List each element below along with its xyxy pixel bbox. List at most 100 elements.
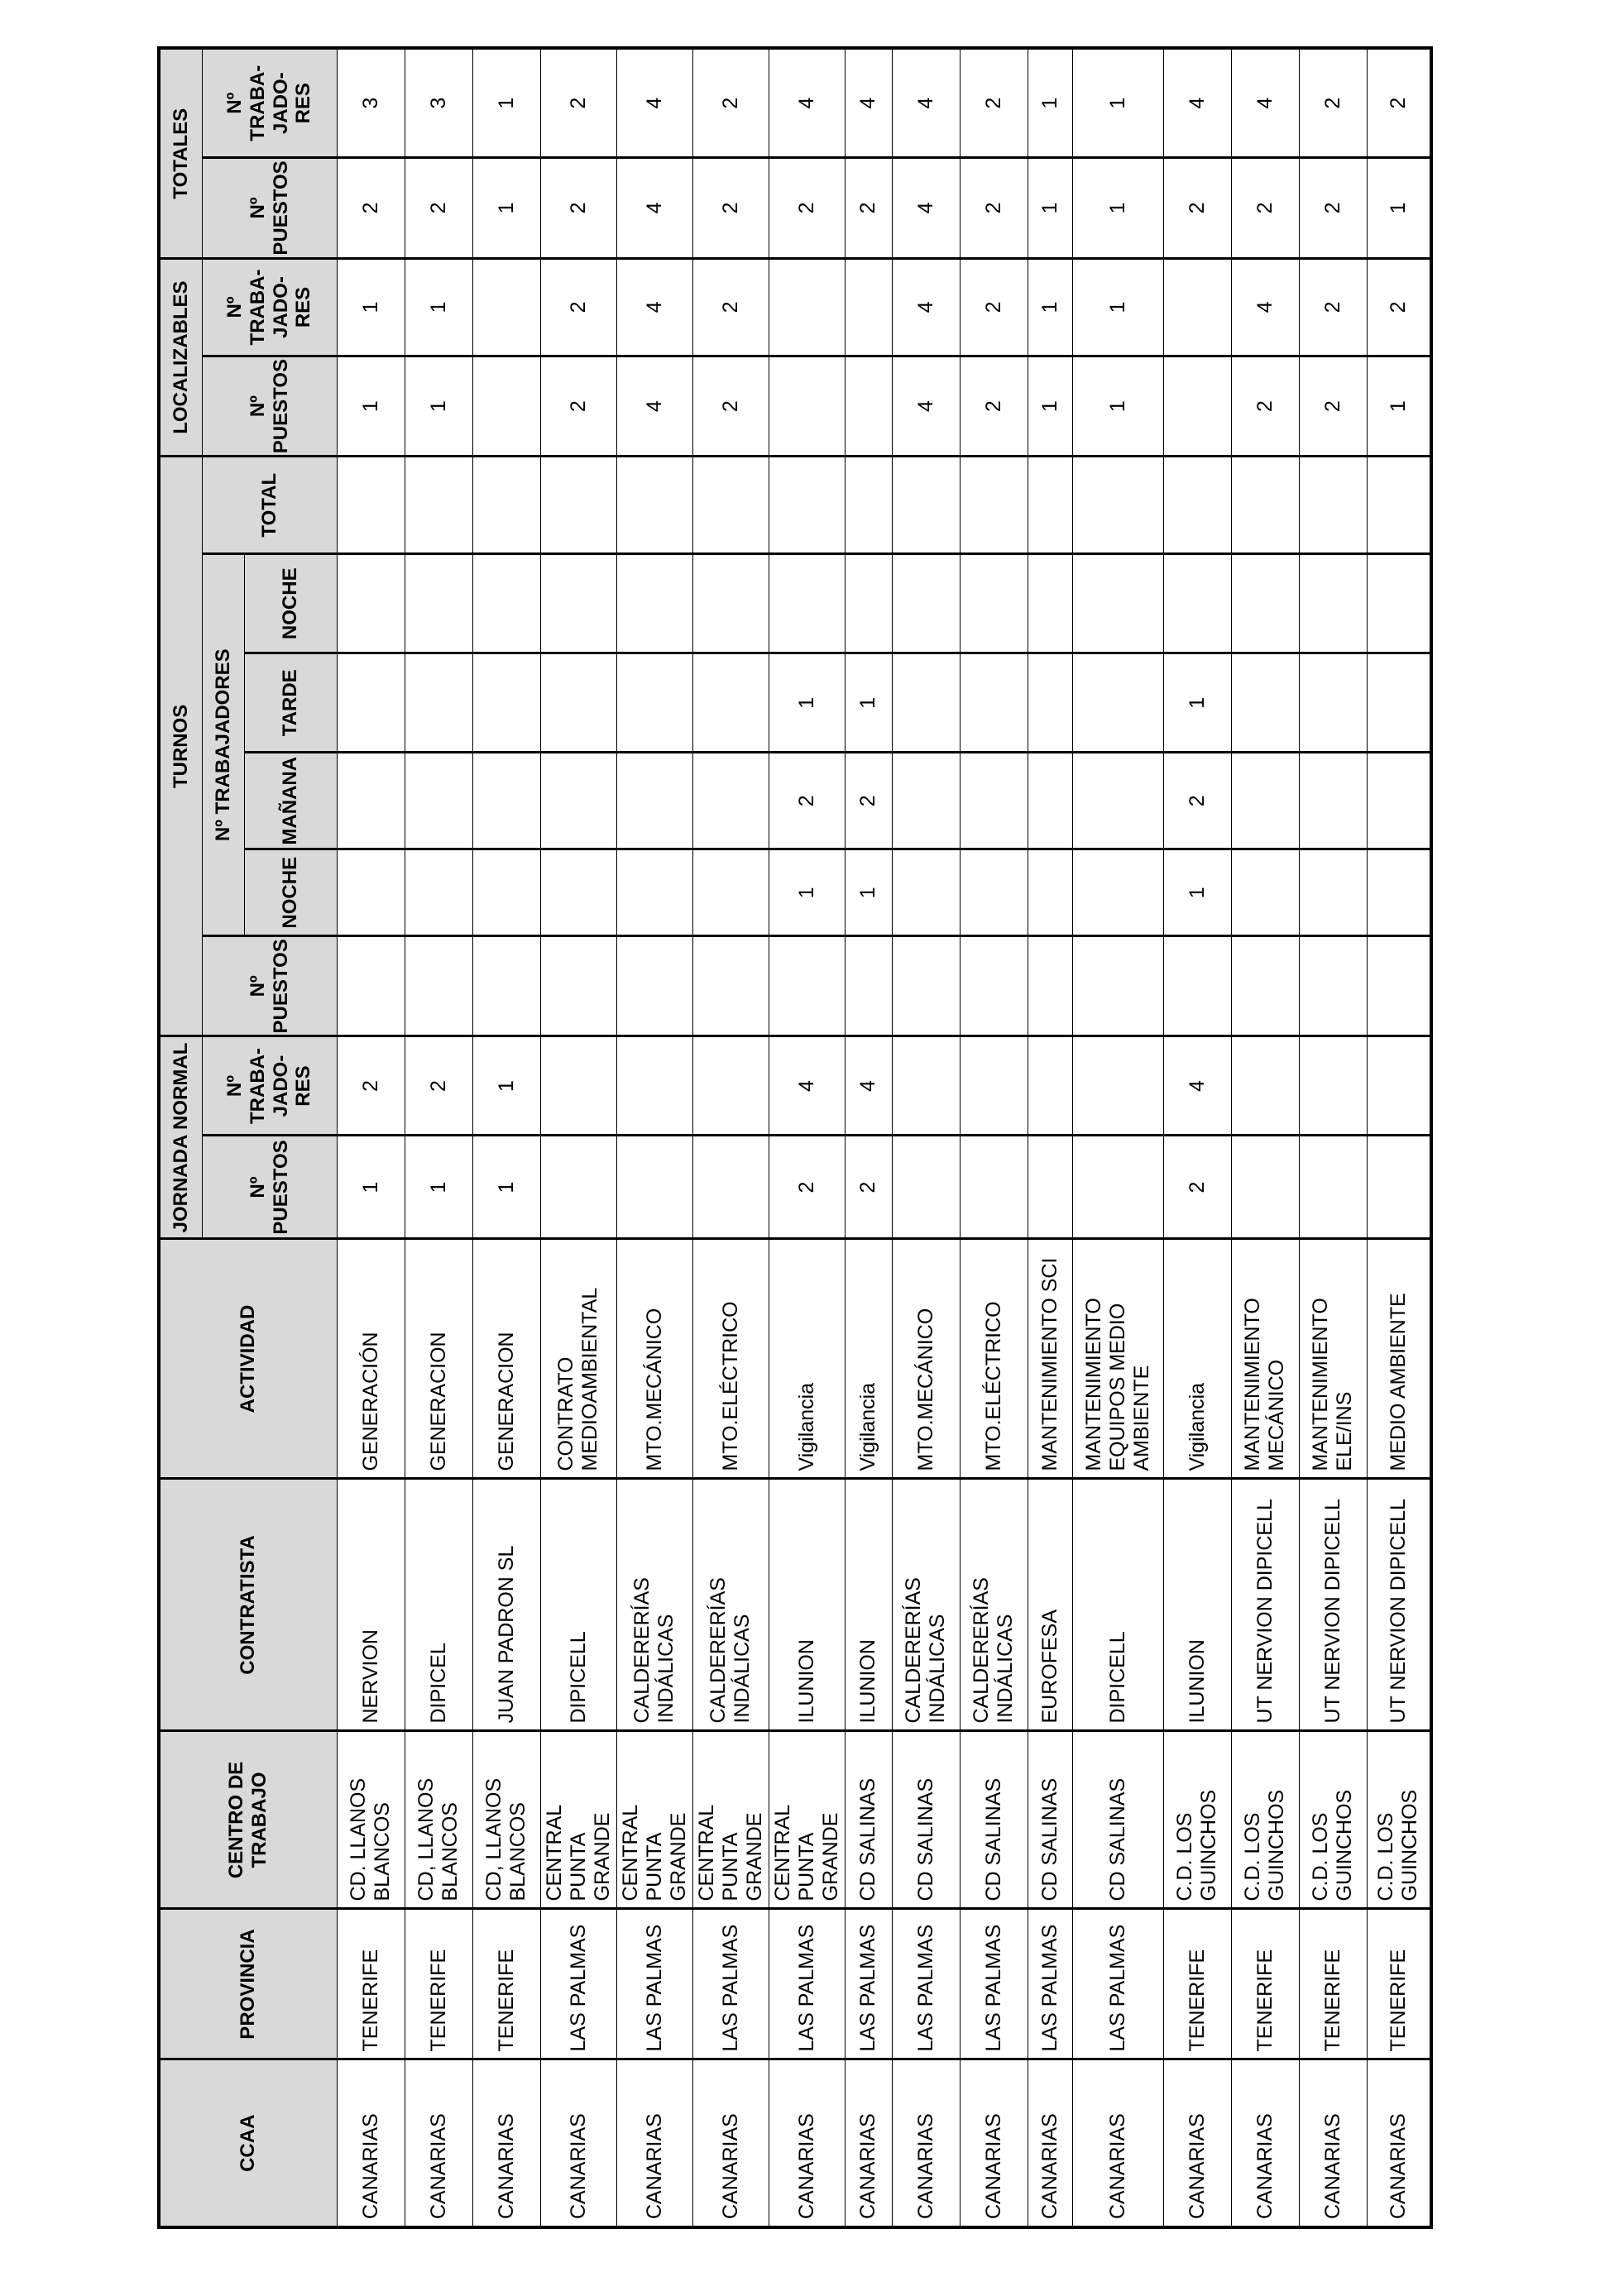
cell-centro_de_trabajo: CD SALINAS [1072, 1731, 1163, 1909]
cell-localizables_n_trabajadores: 1 [337, 258, 405, 356]
cell-jornada_n_puestos [540, 1136, 616, 1239]
cell-totales_n_puestos: 1 [1072, 157, 1163, 259]
cell-ccaa: CANARIAS [1163, 2059, 1231, 2227]
cell-turnos_noche_1 [892, 849, 960, 936]
cell-totales_n_puestos: 2 [405, 157, 472, 259]
cell-jornada_n_puestos: 1 [472, 1136, 540, 1239]
cell-localizables_n_trabajadores: 1 [1072, 258, 1163, 356]
cell-ccaa: CANARIAS [892, 2059, 960, 2227]
cell-jornada_n_trabajadores [1367, 1036, 1431, 1136]
cell-turnos_total [1163, 456, 1231, 554]
cell-localizables_n_puestos: 1 [405, 356, 472, 457]
cell-centro_de_trabajo: CD SALINAS [960, 1731, 1028, 1909]
cell-turnos_manana: 2 [845, 752, 892, 849]
cell-localizables_n_puestos: 2 [1299, 356, 1367, 457]
cell-turnos_n_puestos [845, 935, 892, 1036]
cell-jornada_n_puestos: 1 [405, 1136, 472, 1239]
cell-localizables_n_puestos [1163, 356, 1231, 457]
cell-totales_n_trabajadores: 2 [540, 48, 616, 158]
cell-jornada_n_puestos [1072, 1136, 1163, 1239]
cell-localizables_n_puestos [472, 356, 540, 457]
cell-turnos_total [1299, 456, 1367, 554]
cell-turnos_n_puestos [472, 935, 540, 1036]
cell-turnos_tarde [337, 653, 405, 753]
cell-actividad: MANTENIMIENTO ELE/INS [1299, 1239, 1367, 1479]
header-actividad: ACTIVIDAD [159, 1239, 337, 1479]
cell-totales_n_puestos: 2 [540, 157, 616, 259]
cell-provincia: LAS PALMAS [1072, 1909, 1163, 2059]
cell-localizables_n_trabajadores: 4 [616, 258, 692, 356]
header-turnos-total: TOTAL [202, 456, 337, 554]
cell-contratista: CALDERERÍAS INDÁLICAS [616, 1479, 692, 1731]
cell-turnos_total [845, 456, 892, 554]
table-row: CANARIAS LAS PALMAS CD SALINAS CALDERERÍAS … [960, 48, 1028, 2227]
cell-turnos_total [1072, 456, 1163, 554]
cell-localizables_n_puestos: 1 [1072, 356, 1163, 457]
cell-turnos_total [1231, 456, 1299, 554]
table-row: CANARIAS LAS PALMAS CD SALINAS CALDERERÍAS … [892, 48, 960, 2227]
cell-contratista: DIPICELL [540, 1479, 616, 1731]
cell-turnos_tarde: 1 [845, 653, 892, 753]
cell-turnos_total [405, 456, 472, 554]
cell-ccaa: CANARIAS [405, 2059, 472, 2227]
cell-totales_n_trabajadores: 1 [472, 48, 540, 158]
cell-localizables_n_trabajadores [769, 258, 845, 356]
cell-turnos_noche_1 [1231, 849, 1299, 936]
cell-turnos_noche_1 [405, 849, 472, 936]
cell-totales_n_trabajadores: 4 [769, 48, 845, 158]
cell-turnos_noche_2 [1367, 553, 1431, 653]
cell-localizables_n_trabajadores [1163, 258, 1231, 356]
cell-jornada_n_trabajadores [1028, 1036, 1072, 1136]
cell-turnos_n_puestos [405, 935, 472, 1036]
cell-localizables_n_puestos: 2 [960, 356, 1028, 457]
cell-localizables_n_trabajadores [845, 258, 892, 356]
cell-turnos_noche_2 [337, 553, 405, 653]
cell-turnos_manana: 2 [769, 752, 845, 849]
header-provincia: PROVINCIA [159, 1909, 337, 2059]
cell-jornada_n_puestos: 1 [337, 1136, 405, 1239]
cell-actividad: MTO.MECÁNICO [616, 1239, 692, 1479]
table-row: CANARIAS LAS PALMAS CENTRAL PUNTA GRANDE IL… [769, 48, 845, 2227]
cell-centro_de_trabajo: CD SALINAS [845, 1731, 892, 1909]
cell-ccaa: CANARIAS [1299, 2059, 1367, 2227]
cell-totales_n_trabajadores: 4 [616, 48, 692, 158]
cell-localizables_n_puestos: 4 [892, 356, 960, 457]
cell-jornada_n_trabajadores [892, 1036, 960, 1136]
cell-centro_de_trabajo: C.D. LOS GUINCHOS [1163, 1731, 1231, 1909]
cell-totales_n_trabajadores: 2 [692, 48, 769, 158]
cell-provincia: TENERIFE [472, 1909, 540, 2059]
table-body: CANARIAS TENERIFE CD. LLANOS BLANCOS NERVIO… [337, 48, 1431, 2227]
cell-contratista: CALDERERÍAS INDÁLICAS [892, 1479, 960, 1731]
cell-totales_n_puestos: 2 [769, 157, 845, 259]
cell-turnos_noche_2 [405, 553, 472, 653]
cell-turnos_noche_1 [692, 849, 769, 936]
cell-jornada_n_puestos [692, 1136, 769, 1239]
cell-turnos_tarde [1367, 653, 1431, 753]
cell-centro_de_trabajo: CD. LLANOS BLANCOS [337, 1731, 405, 1909]
cell-turnos_tarde [1072, 653, 1163, 753]
cell-turnos_total [616, 456, 692, 554]
cell-actividad: MTO.ELÉCTRICO [692, 1239, 769, 1479]
cell-localizables_n_trabajadores: 2 [1299, 258, 1367, 356]
cell-localizables_n_trabajadores: 2 [960, 258, 1028, 356]
cell-centro_de_trabajo: CENTRAL PUNTA GRANDE [540, 1731, 616, 1909]
table-row: CANARIAS LAS PALMAS CENTRAL PUNTA GRANDE DI… [540, 48, 616, 2227]
cell-turnos_noche_2 [616, 553, 692, 653]
cell-ccaa: CANARIAS [1367, 2059, 1431, 2227]
header-jornada-n-puestos: Nº PUESTOS [202, 1136, 337, 1239]
cell-totales_n_trabajadores: 3 [405, 48, 472, 158]
cell-turnos_noche_1: 1 [1163, 849, 1231, 936]
cell-turnos_n_puestos [960, 935, 1028, 1036]
cell-ccaa: CANARIAS [337, 2059, 405, 2227]
cell-contratista: JUAN PADRON SL [472, 1479, 540, 1731]
cell-contratista: DIPICEL [405, 1479, 472, 1731]
cell-totales_n_puestos: 4 [616, 157, 692, 259]
cell-localizables_n_trabajadores: 1 [1028, 258, 1072, 356]
cell-ccaa: CANARIAS [769, 2059, 845, 2227]
cell-turnos_manana [1367, 752, 1431, 849]
cell-actividad: Vigilancia [769, 1239, 845, 1479]
cell-turnos_total [960, 456, 1028, 554]
cell-ccaa: CANARIAS [1072, 2059, 1163, 2227]
